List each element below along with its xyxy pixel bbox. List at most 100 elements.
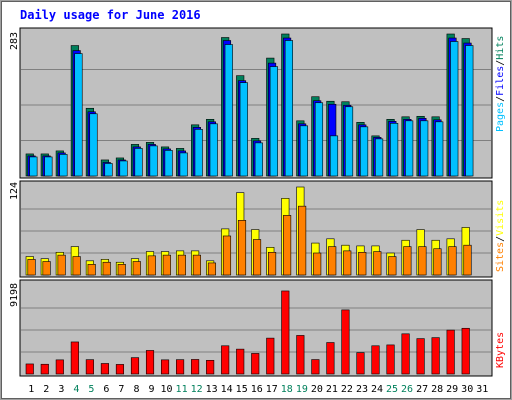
- bar-sites-day-5: [87, 264, 96, 276]
- x-tick-label-27: 27: [416, 384, 428, 395]
- x-tick-label-2: 2: [43, 384, 49, 395]
- bar-pages-day-2: [44, 156, 53, 177]
- bar-kbytes-day-21: [326, 342, 335, 375]
- x-tick-label-6: 6: [103, 384, 109, 395]
- bar-sites-day-24: [373, 251, 382, 276]
- bar-sites-day-2: [42, 261, 51, 276]
- bar-pages-day-1: [29, 156, 38, 177]
- bar-kbytes-day-25: [386, 344, 395, 375]
- y-max-label-visits: 124: [9, 181, 20, 200]
- legend-sites-visits: Sites/Visits: [495, 200, 506, 272]
- x-tick-label-13: 13: [206, 384, 218, 395]
- bar-pages-day-16: [254, 142, 263, 177]
- bar-pages-day-3: [59, 154, 68, 177]
- x-tick-label-1: 1: [28, 384, 34, 395]
- bar-pages-day-4: [74, 53, 83, 177]
- legend-entry-0: Sites: [495, 241, 506, 272]
- bar-kbytes-day-27: [416, 338, 425, 375]
- bar-sites-day-7: [117, 264, 126, 276]
- bar-kbytes-day-23: [356, 352, 365, 375]
- x-tick-label-17: 17: [266, 384, 278, 395]
- bar-kbytes-day-10: [160, 359, 170, 375]
- bar-pages-day-17: [269, 66, 278, 177]
- bar-sites-day-22: [343, 250, 352, 276]
- x-tick-label-19: 19: [296, 384, 308, 395]
- x-tick-labels: 1 2 3 4 5 6 7 8 9 10 11 12 13 14 15 16 17 18 19 20 21 22 23 24 2…: [28, 384, 488, 395]
- bar-kbytes-day-24: [371, 345, 380, 375]
- bar-pages-day-19: [299, 125, 309, 177]
- x-tick-label-24: 24: [371, 384, 383, 395]
- bar-kbytes-day-19: [296, 335, 305, 375]
- chart-title: Daily usage for June 2016: [20, 8, 201, 22]
- bar-pages-day-10: [164, 150, 173, 177]
- bar-pages-day-26: [405, 120, 414, 177]
- bar-pages-day-13: [209, 123, 218, 177]
- bar-sites-day-14: [222, 235, 232, 276]
- bar-sites-day-11: [177, 254, 186, 276]
- bar-sites-day-17: [268, 251, 277, 276]
- bar-pages-day-25: [390, 123, 399, 177]
- bar-pages-day-23: [360, 126, 369, 177]
- bar-sites-day-1: [27, 259, 36, 276]
- bar-kbytes-day-16: [251, 353, 260, 375]
- bar-sites-day-30: [463, 244, 472, 276]
- bar-kbytes-day-29: [446, 329, 455, 375]
- bar-kbytes-day-20: [311, 359, 320, 375]
- bar-sites-day-6: [102, 261, 111, 276]
- bar-kbytes-day-15: [236, 348, 245, 375]
- bar-kbytes-day-28: [431, 337, 440, 375]
- bar-kbytes-day-4: [70, 341, 79, 375]
- bar-pages-day-30: [465, 45, 474, 177]
- legend-entry-1: /: [495, 95, 506, 102]
- bar-pages-day-6: [104, 163, 113, 177]
- x-tick-label-15: 15: [236, 384, 248, 395]
- bar-sites-day-27: [418, 246, 427, 276]
- bar-sites-day-23: [358, 251, 367, 276]
- bars: [25, 33, 474, 375]
- legend-pages-files-hits: Pages/Files/Hits: [495, 36, 506, 132]
- legend-entry-0: KBytes: [495, 331, 506, 368]
- bar-sites-day-20: [313, 252, 322, 276]
- bar-kbytes-day-12: [191, 359, 200, 375]
- bar-kbytes-day-2: [40, 363, 49, 375]
- bar-kbytes-day-5: [85, 359, 94, 375]
- bar-sites-day-28: [433, 248, 442, 276]
- bar-sites-day-15: [237, 220, 247, 276]
- bar-kbytes-day-7: [115, 364, 125, 375]
- bar-sites-day-16: [252, 239, 262, 276]
- bar-kbytes-day-11: [176, 359, 185, 375]
- bar-sites-day-21: [328, 246, 337, 276]
- bar-pages-day-15: [239, 82, 248, 177]
- x-tick-label-9: 9: [149, 384, 155, 395]
- bar-pages-day-18: [284, 40, 293, 177]
- bar-sites-day-3: [57, 254, 66, 276]
- legend-entry-4: Hits: [495, 35, 506, 60]
- x-tick-label-10: 10: [161, 384, 173, 395]
- bar-kbytes-day-17: [266, 337, 275, 375]
- bar-kbytes-day-9: [145, 350, 155, 375]
- x-tick-label-16: 16: [251, 384, 263, 395]
- x-tick-label-20: 20: [311, 384, 323, 395]
- bar-kbytes-day-13: [206, 360, 215, 375]
- x-tick-label-3: 3: [58, 384, 64, 395]
- bar-sites-day-13: [207, 262, 217, 276]
- legend-entry-0: Pages: [495, 101, 506, 132]
- x-tick-label-23: 23: [356, 384, 368, 395]
- bar-kbytes-day-18: [281, 290, 290, 375]
- x-tick-label-8: 8: [133, 384, 139, 395]
- bar-pages-day-11: [179, 152, 188, 177]
- legend-entry-1: /: [495, 235, 506, 242]
- x-tick-label-21: 21: [326, 384, 338, 395]
- x-tick-label-28: 28: [431, 384, 443, 395]
- bar-pages-day-12: [194, 129, 203, 177]
- bar-kbytes-day-30: [461, 327, 470, 375]
- bar-kbytes-day-8: [130, 357, 140, 375]
- x-tick-label-11: 11: [176, 384, 188, 395]
- bar-pages-day-20: [314, 102, 324, 177]
- y-max-label-kbytes: 9198: [9, 282, 20, 307]
- x-tick-label-30: 30: [461, 384, 473, 395]
- bar-pages-day-21: [329, 135, 339, 177]
- bar-sites-day-19: [298, 205, 307, 276]
